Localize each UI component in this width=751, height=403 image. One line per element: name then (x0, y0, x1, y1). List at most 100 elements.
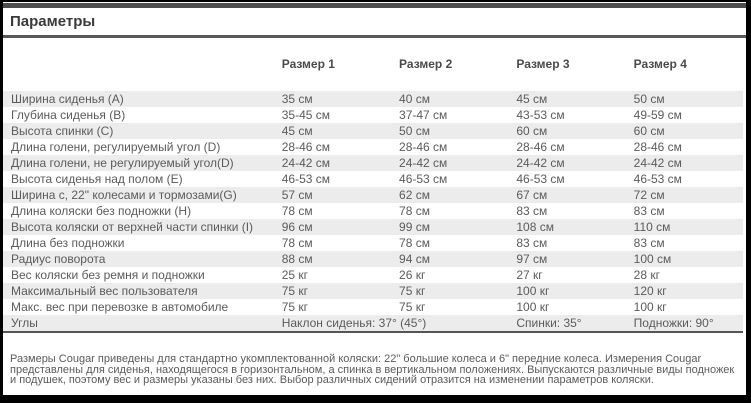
table-cell: 24-42 см (516, 156, 565, 170)
table-cell: 35-45 см (281, 108, 330, 122)
table-cell: 24-42 см (399, 156, 448, 170)
table-cell: 78 см (399, 204, 430, 218)
table-row: Длина без подножки 78 см 78 см 83 см 83 … (3, 235, 743, 251)
table-cell: 78 см (399, 236, 430, 250)
table-row: Глубина сиденья (B) 35-45 см 37-47 см 43… (3, 107, 743, 123)
column-header-size1: Размер 1 (281, 57, 335, 71)
table-cell: 46-53 см (399, 172, 448, 186)
page-title: Параметры (10, 13, 96, 30)
table-cell: 46-53 см (633, 172, 682, 186)
table-cell: 100 кг (516, 300, 550, 314)
table-row: Высота спинки (C) 45 см 50 см 60 см 60 с… (3, 123, 743, 139)
table-cell: 27 кг (516, 268, 543, 282)
row-label: Высота спинки (C) (11, 124, 114, 138)
row-label: Высота сиденья над полом (E) (11, 172, 183, 186)
table-cell: 83 см (516, 236, 548, 250)
table-cell: 120 кг (633, 284, 667, 298)
row-label: Макс. вес при перевозке в автомобиле (11, 300, 229, 314)
table-cell: 43-53 см (516, 108, 565, 122)
table-cell: 45 см (281, 124, 313, 138)
table-row: Длина голени, регулируемый угол (D) 28-4… (3, 139, 743, 155)
table-cell: 94 см (399, 252, 430, 266)
table-row: Высота коляски от верхней части спинки (… (3, 219, 743, 235)
table-cell: 96 см (281, 220, 313, 234)
table-cell: 88 см (281, 252, 313, 266)
table-cell: 83 см (633, 204, 665, 218)
row-label: Длина голени, не регулируемый угол(D) (11, 156, 234, 170)
row-label: Длина коляски без подножки (H) (11, 204, 192, 218)
table-cell: 78 см (281, 236, 313, 250)
table-cell: 67 см (516, 188, 548, 202)
table-cell: 40 см (399, 92, 430, 106)
row-label: Ширина с, 22" колесами и тормозами(G) (11, 188, 237, 202)
row-label: Глубина сиденья (B) (11, 108, 126, 122)
table-cell: 45 см (516, 92, 548, 106)
table-cell: 50 см (633, 92, 665, 106)
footnote: Размеры Cougar приведены для стандартно … (10, 353, 735, 386)
table-cell: 75 кг (399, 284, 426, 298)
table-cell: 99 см (399, 220, 430, 234)
table-cell: 28 кг (633, 268, 660, 282)
table-cell: 75 кг (399, 300, 426, 314)
table-cell: 60 см (633, 124, 665, 138)
table-cell: 24-42 см (281, 156, 330, 170)
table-cell: 60 см (516, 124, 548, 138)
row-label: Максимальный вес пользователя (11, 284, 198, 298)
table-cell: 46-53 см (281, 172, 330, 186)
table-row: Вес коляски без ремня и подножки 25 кг 2… (3, 267, 743, 283)
row-label: Высота коляски от верхней части спинки (… (11, 220, 254, 234)
table-cell: 37-47 см (399, 108, 448, 122)
table-cell: Подножки: 90° (625, 315, 743, 333)
table-header-row: Размер 1 Размер 2 Размер 3 Размер 4 (3, 51, 743, 91)
table-row: Длина голени, не регулируемый угол(D) 24… (3, 155, 743, 171)
table-cell: Наклон сиденья: 37° (45°) (273, 315, 426, 333)
table-cell: 75 кг (281, 284, 309, 298)
table-cell: Спинки: 35° (508, 315, 626, 333)
table-cell: 26 кг (399, 268, 426, 282)
table-cell: 100 кг (633, 300, 667, 314)
table-cell (391, 315, 509, 333)
table-cell: 57 см (281, 188, 313, 202)
table-cell: 97 см (516, 252, 548, 266)
table-cell: 108 см (516, 220, 554, 234)
table-cell: 110 см (633, 220, 671, 234)
table-cell: 50 см (399, 124, 430, 138)
table-row: Макс. вес при перевозке в автомобиле 75 … (3, 299, 743, 315)
table-cell: 100 см (633, 252, 672, 266)
table-cell: 28-46 см (399, 140, 448, 154)
column-header-blank (3, 51, 274, 91)
column-header-size2: Размер 2 (399, 57, 453, 71)
table-cell: 100 кг (516, 284, 550, 298)
table-cell: 49-59 см (633, 108, 682, 122)
table-cell: 28-46 см (516, 140, 565, 154)
table-cell: 83 см (516, 204, 548, 218)
table-cell: 72 см (633, 188, 665, 202)
row-label: Вес коляски без ремня и подножки (11, 268, 205, 282)
table-row: Радиус поворота 88 см 94 см 97 см 100 см (3, 251, 743, 267)
table-cell: 28-46 см (633, 140, 682, 154)
table-row: Ширина сиденья (A) 35 см 40 см 45 см 50 … (3, 91, 743, 107)
parameters-table-body: Ширина сиденья (A) 35 см 40 см 45 см 50 … (3, 91, 743, 333)
table-cell: 83 см (633, 236, 665, 250)
row-label: Длина без подножки (11, 236, 125, 250)
table-cell: 62 см (399, 188, 430, 202)
title-rule (3, 35, 746, 38)
table-row: Максимальный вес пользователя 75 кг 75 к… (3, 283, 743, 299)
table-cell: 35 см (281, 92, 313, 106)
table-cell: 75 кг (281, 300, 309, 314)
table-row: Углы Наклон сиденья: 37° (45°) Спинки: 3… (3, 315, 743, 333)
column-header-size3: Размер 3 (516, 57, 570, 71)
row-label: Углы (3, 315, 274, 333)
row-label: Ширина сиденья (A) (11, 92, 124, 106)
table-cell: 24-42 см (633, 156, 682, 170)
row-label: Длина голени, регулируемый угол (D) (11, 140, 221, 154)
column-header-size4: Размер 4 (633, 57, 687, 71)
table-cell: 78 см (281, 204, 313, 218)
table-cell: 46-53 см (516, 172, 565, 186)
table-row: Высота сиденья над полом (E) 46-53 см 46… (3, 171, 743, 187)
table-cell: 28-46 см (281, 140, 330, 154)
table-cell: 25 кг (281, 268, 309, 282)
table-row: Длина коляски без подножки (H) 78 см 78 … (3, 203, 743, 219)
parameters-table: Размер 1 Размер 2 Размер 3 Размер 4 Шири… (3, 51, 743, 333)
